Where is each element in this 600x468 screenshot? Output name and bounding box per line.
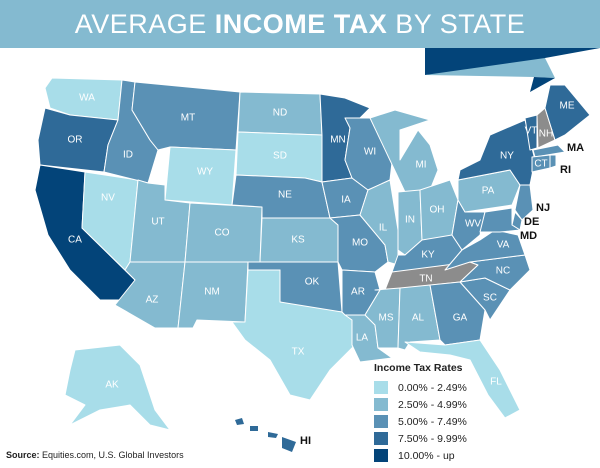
state-label-NY: NY bbox=[500, 151, 514, 162]
legend-label: 5.00% - 7.49% bbox=[398, 415, 467, 428]
state-label-NC: NC bbox=[496, 266, 510, 277]
state-label-NM: NM bbox=[204, 287, 220, 298]
ribbon-tail bbox=[530, 77, 555, 92]
state-label-CO: CO bbox=[215, 228, 230, 239]
state-TX[interactable] bbox=[231, 269, 356, 401]
legend-item: 10.00% - up bbox=[374, 447, 467, 464]
state-label-OK: OK bbox=[305, 277, 320, 288]
source-text: Equities.com, U.S. Global Investors bbox=[39, 450, 184, 460]
state-HI-island[interactable] bbox=[250, 426, 258, 431]
state-HI-island[interactable] bbox=[268, 432, 278, 438]
state-label-KY: KY bbox=[421, 250, 435, 261]
title-banner bbox=[0, 0, 600, 48]
state-label-MT: MT bbox=[181, 113, 195, 124]
state-label-ME: ME bbox=[560, 101, 575, 112]
state-label-NJ: NJ bbox=[536, 202, 550, 214]
title-bold: INCOME TAX bbox=[214, 9, 388, 39]
state-label-AZ: AZ bbox=[146, 295, 159, 306]
legend-label: 10.00% - up bbox=[398, 449, 455, 462]
legend-swatch bbox=[374, 381, 388, 394]
state-label-AL: AL bbox=[412, 313, 425, 324]
state-label-ID: ID bbox=[123, 150, 133, 161]
state-label-WA: WA bbox=[79, 93, 95, 104]
state-label-AR: AR bbox=[351, 287, 365, 298]
state-label-MD: MD bbox=[520, 230, 537, 242]
state-VT[interactable] bbox=[524, 114, 538, 151]
state-IL[interactable] bbox=[359, 179, 399, 266]
state-label-IA: IA bbox=[341, 195, 351, 206]
state-label-SD: SD bbox=[273, 151, 287, 162]
state-MD[interactable] bbox=[479, 207, 521, 233]
page-title: AVERAGE INCOME TAX BY STATE bbox=[0, 0, 600, 48]
state-label-HI: HI bbox=[300, 435, 311, 447]
legend-swatch bbox=[374, 432, 388, 445]
state-label-RI: RI bbox=[560, 164, 571, 176]
state-label-FL: FL bbox=[490, 377, 502, 388]
state-label-DE: DE bbox=[524, 216, 539, 228]
legend-label: 0.00% - 2.49% bbox=[398, 381, 467, 394]
legend-item: 5.00% - 7.49% bbox=[374, 413, 467, 430]
state-RI[interactable] bbox=[549, 154, 557, 169]
state-label-CT: CT bbox=[534, 159, 547, 170]
state-label-NE: NE bbox=[278, 190, 292, 201]
state-label-MI: MI bbox=[415, 160, 426, 171]
title-pre: AVERAGE bbox=[74, 9, 215, 39]
state-label-MN: MN bbox=[330, 135, 346, 146]
source-note: Source: Equities.com, U.S. Global Invest… bbox=[6, 450, 184, 460]
state-label-MO: MO bbox=[352, 238, 368, 249]
state-MA[interactable] bbox=[532, 144, 566, 158]
legend-swatch bbox=[374, 398, 388, 411]
state-label-WI: WI bbox=[364, 147, 376, 158]
legend: Income Tax Rates 0.00% - 2.49% 2.50% - 4.… bbox=[374, 362, 467, 464]
state-label-VA: VA bbox=[497, 240, 510, 251]
state-label-ND: ND bbox=[273, 108, 287, 119]
state-label-VT: VT bbox=[525, 126, 538, 137]
state-label-KS: KS bbox=[291, 235, 305, 246]
state-label-SC: SC bbox=[483, 293, 497, 304]
state-label-TX: TX bbox=[292, 347, 305, 358]
state-NY[interactable] bbox=[457, 119, 536, 186]
legend-label: 7.50% - 9.99% bbox=[398, 432, 467, 445]
legend-item: 0.00% - 2.49% bbox=[374, 379, 467, 396]
state-ME[interactable] bbox=[544, 84, 591, 141]
title-post: BY STATE bbox=[387, 9, 526, 39]
state-label-LA: LA bbox=[356, 333, 369, 344]
state-label-OR: OR bbox=[68, 135, 83, 146]
legend-title: Income Tax Rates bbox=[374, 362, 463, 374]
state-label-AK: AK bbox=[105, 380, 119, 391]
source-label: Source: bbox=[6, 450, 40, 460]
legend-label: 2.50% - 4.99% bbox=[398, 398, 467, 411]
legend-swatch bbox=[374, 449, 388, 462]
state-label-WV: WV bbox=[465, 219, 481, 230]
state-label-OH: OH bbox=[430, 205, 445, 216]
state-HI-island[interactable] bbox=[282, 437, 296, 452]
legend-item: 2.50% - 4.99% bbox=[374, 396, 467, 413]
state-FL[interactable] bbox=[404, 339, 521, 419]
ribbon-dark bbox=[425, 48, 600, 75]
state-VA[interactable] bbox=[444, 229, 526, 271]
state-label-WY: WY bbox=[197, 167, 213, 178]
state-label-IL: IL bbox=[379, 223, 388, 234]
state-HI-island[interactable] bbox=[235, 418, 244, 425]
state-label-IN: IN bbox=[405, 215, 415, 226]
legend-item: 7.50% - 9.99% bbox=[374, 430, 467, 447]
state-AK[interactable] bbox=[64, 344, 171, 431]
state-label-CA: CA bbox=[68, 235, 82, 246]
state-NC[interactable] bbox=[459, 254, 531, 291]
ribbon-light bbox=[425, 58, 555, 78]
state-label-TN: TN bbox=[419, 274, 432, 285]
state-label-NV: NV bbox=[101, 193, 115, 204]
state-label-MA: MA bbox=[567, 142, 584, 154]
state-label-MS: MS bbox=[379, 313, 394, 324]
legend-swatch bbox=[374, 415, 388, 428]
state-label-PA: PA bbox=[482, 186, 495, 197]
state-NJ[interactable] bbox=[514, 184, 534, 221]
state-label-UT: UT bbox=[151, 217, 164, 228]
state-label-NH: NH bbox=[539, 129, 553, 140]
state-label-GA: GA bbox=[453, 313, 468, 324]
